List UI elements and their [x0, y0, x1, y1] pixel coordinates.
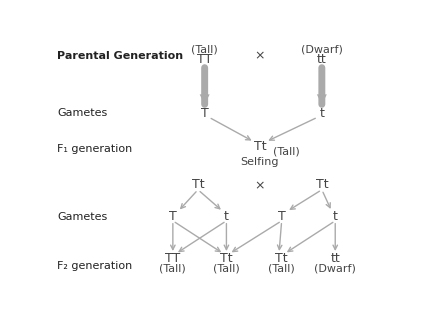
Text: Tt: Tt — [220, 252, 233, 266]
Text: tt: tt — [330, 252, 340, 266]
Text: Tt: Tt — [315, 178, 328, 191]
Text: T: T — [169, 210, 177, 223]
Text: t: t — [319, 107, 324, 120]
Text: (Tall): (Tall) — [268, 264, 295, 274]
Text: (Dwarf): (Dwarf) — [314, 264, 356, 274]
Text: T: T — [201, 107, 209, 120]
Text: Tt: Tt — [192, 178, 204, 191]
Text: Parental Generation: Parental Generation — [57, 51, 184, 61]
Text: (Dwarf): (Dwarf) — [301, 45, 343, 55]
Text: ×: × — [254, 50, 265, 63]
Text: (Tall): (Tall) — [273, 147, 300, 157]
Text: t: t — [333, 210, 338, 223]
Text: Selfing: Selfing — [241, 157, 279, 167]
Text: F₂ generation: F₂ generation — [57, 261, 133, 271]
Text: (Tall): (Tall) — [191, 45, 218, 55]
Text: Tt: Tt — [275, 252, 288, 266]
Text: TT: TT — [165, 252, 181, 266]
Text: (Tall): (Tall) — [159, 264, 186, 274]
Text: TT: TT — [197, 53, 212, 67]
Text: tt: tt — [317, 53, 327, 67]
Text: Gametes: Gametes — [57, 212, 108, 222]
Text: Tt: Tt — [254, 141, 266, 153]
Text: (Tall): (Tall) — [213, 264, 240, 274]
Text: T: T — [278, 210, 286, 223]
Text: t: t — [224, 210, 229, 223]
Text: Gametes: Gametes — [57, 109, 108, 118]
Text: ×: × — [254, 179, 265, 192]
Text: F₁ generation: F₁ generation — [57, 144, 133, 154]
